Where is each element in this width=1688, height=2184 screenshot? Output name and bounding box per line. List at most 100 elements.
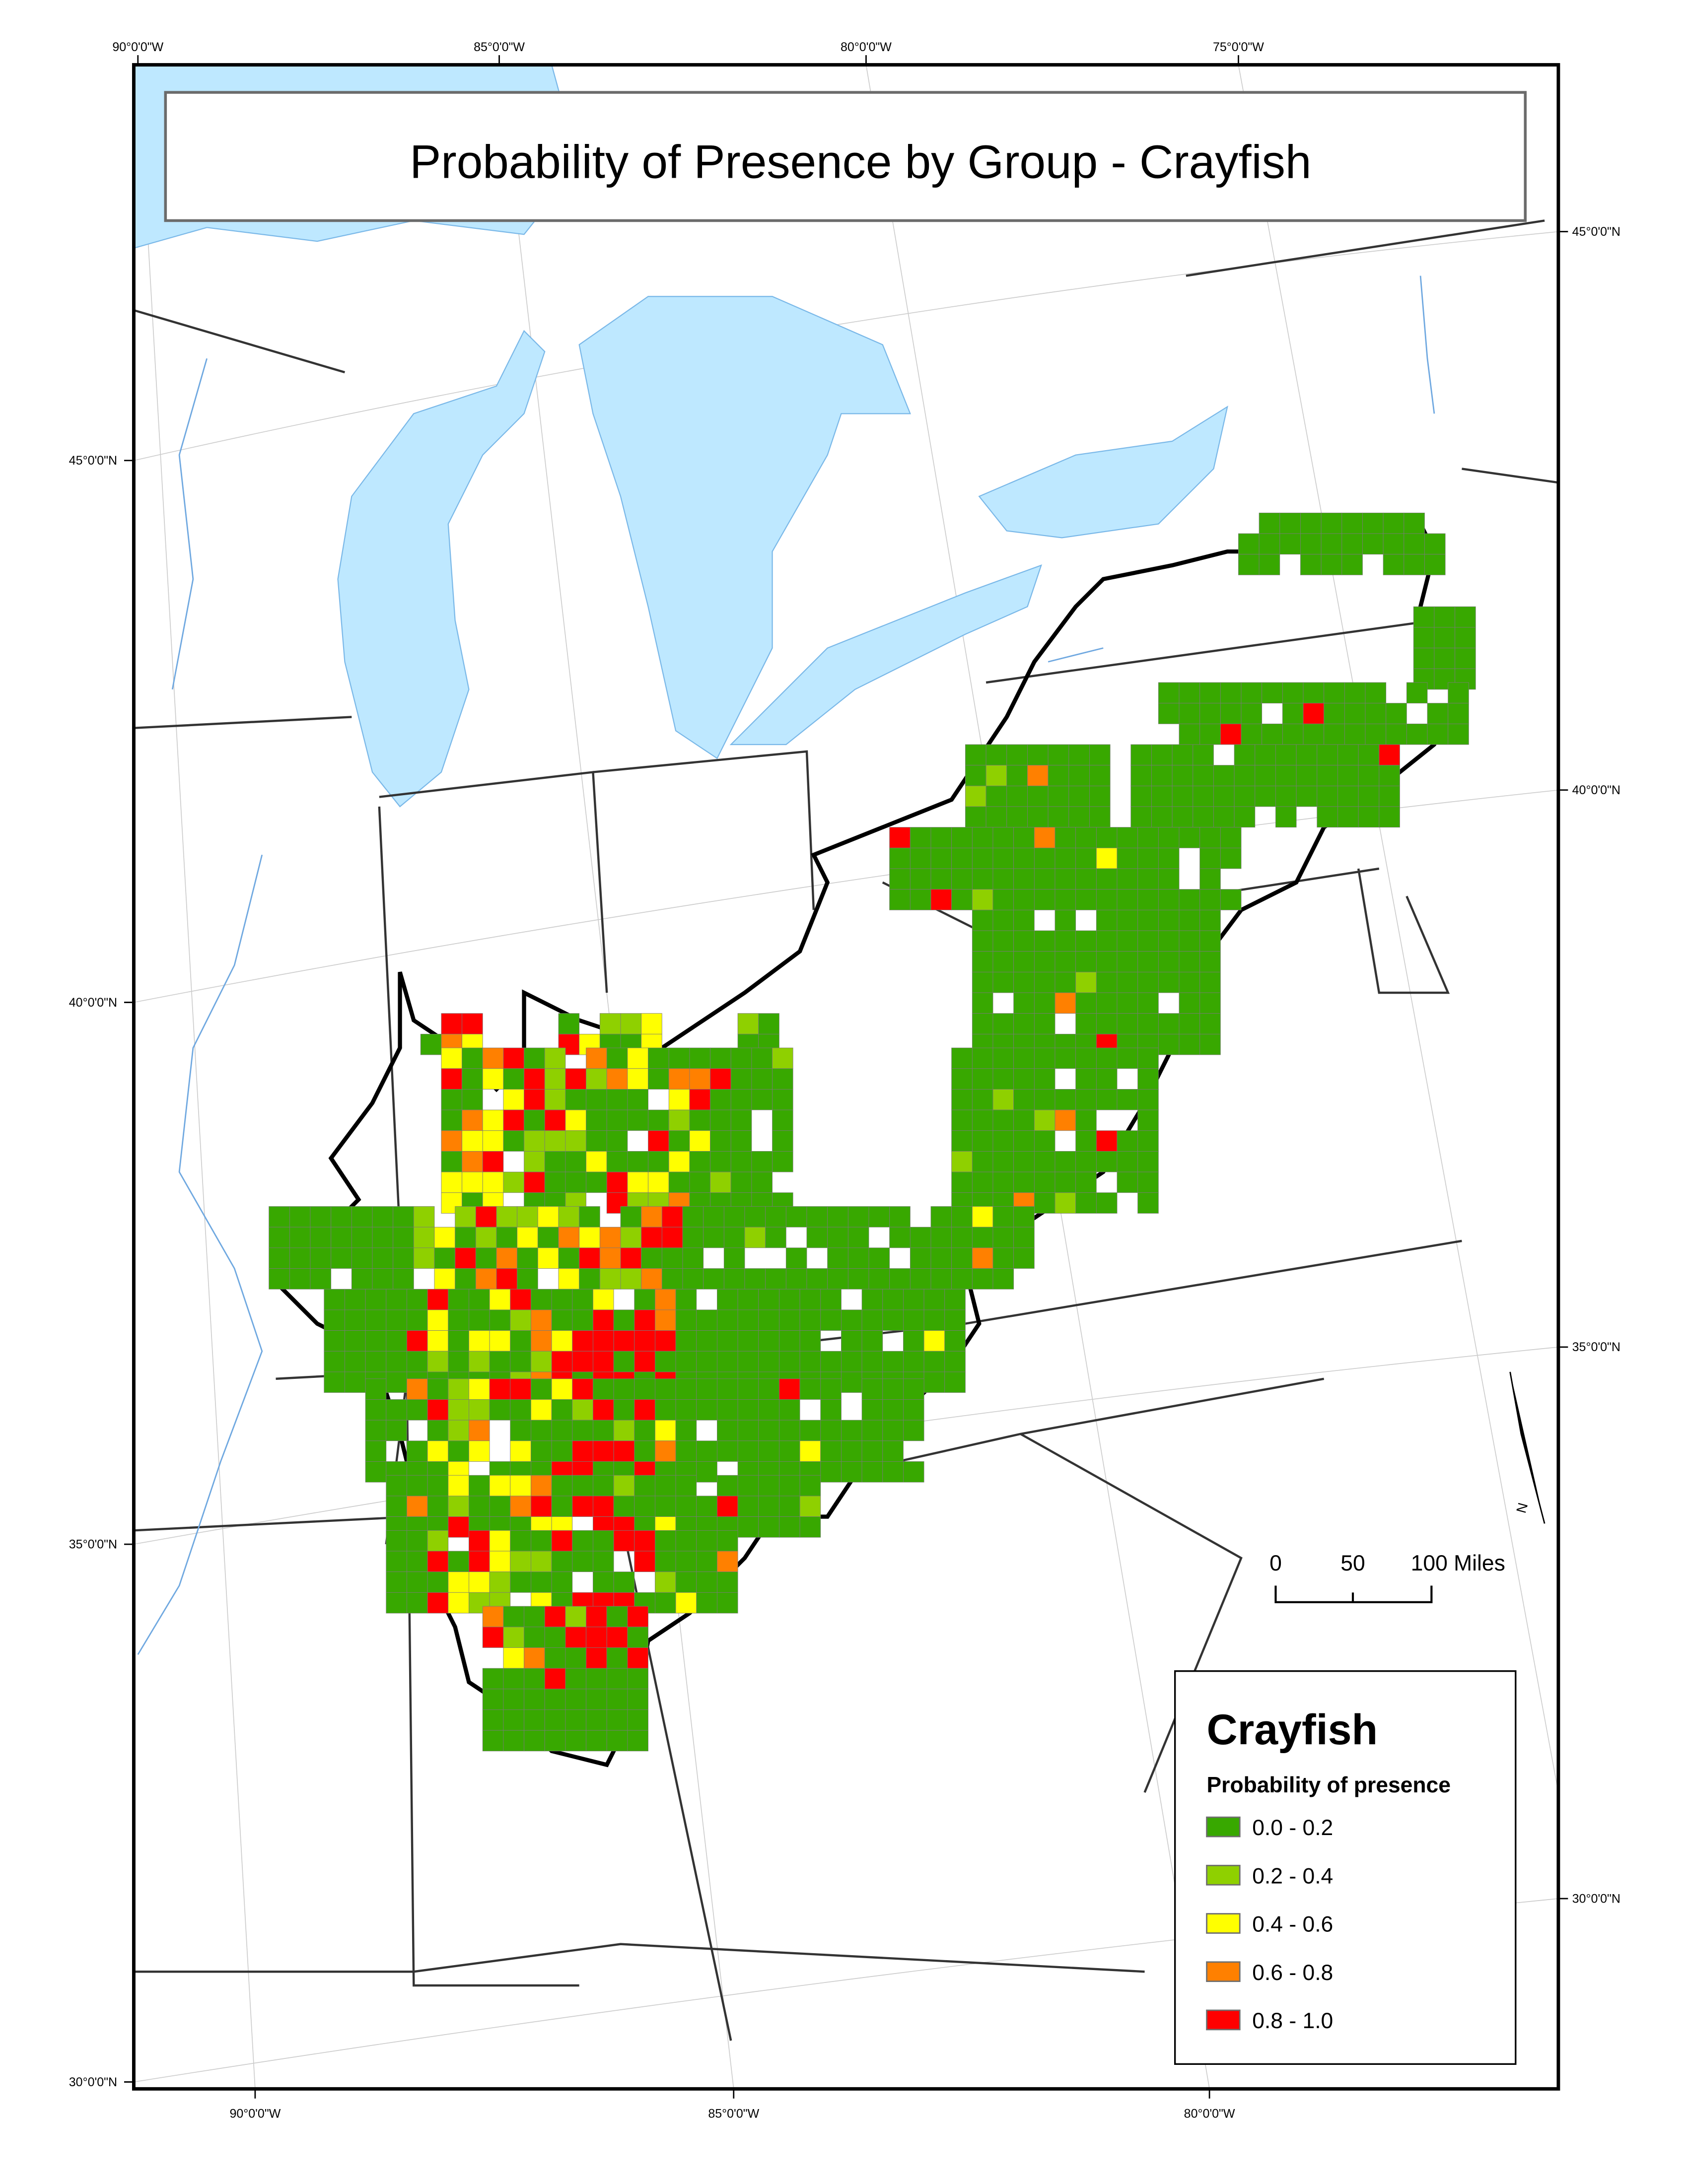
- raster-cell: [558, 1268, 580, 1290]
- raster-cell: [1096, 1013, 1118, 1034]
- raster-cell: [1300, 554, 1322, 575]
- raster-cell: [710, 1047, 731, 1069]
- raster-cell: [634, 1289, 655, 1310]
- raster-cell: [544, 1151, 566, 1172]
- raster-cell: [737, 1330, 759, 1352]
- raster-cell: [503, 1668, 524, 1690]
- raster-cell: [889, 1227, 911, 1248]
- raster-cell: [772, 1151, 793, 1172]
- raster-cell: [634, 1440, 655, 1462]
- raster-cell: [469, 1440, 490, 1462]
- raster-cell: [1383, 554, 1405, 575]
- raster-cell: [1413, 627, 1435, 648]
- raster-cell: [1413, 648, 1435, 669]
- raster-cell: [510, 1351, 531, 1372]
- raster-cell: [310, 1268, 332, 1290]
- raster-cell: [1013, 847, 1035, 869]
- raster-cell: [572, 1551, 593, 1572]
- raster-cell: [544, 1647, 566, 1669]
- raster-cell: [1096, 889, 1118, 910]
- raster-cell: [372, 1247, 394, 1269]
- raster-cell: [944, 1351, 966, 1372]
- raster-cell: [531, 1551, 552, 1572]
- raster-cell: [1055, 971, 1076, 993]
- raster-cell: [613, 1530, 635, 1552]
- raster-cell: [1013, 1171, 1035, 1193]
- lat-label: 40°0'0"N: [1572, 783, 1620, 797]
- raster-cell: [951, 1151, 973, 1172]
- raster-cell: [910, 827, 931, 848]
- raster-cell: [951, 1227, 973, 1248]
- raster-cell: [944, 1289, 966, 1310]
- raster-cell: [1013, 1130, 1035, 1152]
- raster-cell: [951, 847, 973, 869]
- raster-cell: [634, 1399, 655, 1421]
- raster-cell: [723, 1268, 745, 1290]
- raster-cell: [1424, 533, 1446, 555]
- raster-cell: [586, 1647, 607, 1669]
- raster-cell: [606, 1730, 628, 1752]
- raster-cell: [407, 1309, 428, 1331]
- raster-cell: [462, 1068, 483, 1090]
- raster-cell: [407, 1551, 428, 1572]
- raster-cell: [606, 1171, 628, 1193]
- raster-cell: [668, 1130, 690, 1152]
- raster-cell: [558, 1247, 580, 1269]
- raster-cell: [1199, 951, 1221, 972]
- raster-cell: [1262, 723, 1283, 745]
- raster-cell: [972, 951, 993, 972]
- raster-cell: [586, 1606, 607, 1628]
- raster-cell: [1158, 868, 1180, 890]
- raster-cell: [1179, 992, 1200, 1014]
- raster-cell: [772, 1089, 793, 1110]
- raster-cell: [345, 1309, 366, 1331]
- raster-cell: [1193, 744, 1214, 766]
- raster-cell: [448, 1496, 469, 1517]
- raster-cell: [1255, 785, 1276, 807]
- raster-cell: [1096, 930, 1118, 952]
- raster-cell: [531, 1351, 552, 1372]
- raster-cell: [634, 1378, 655, 1400]
- raster-cell: [510, 1571, 531, 1593]
- raster-cell: [841, 1309, 862, 1331]
- raster-cell: [1013, 1068, 1035, 1090]
- raster-cell: [992, 1227, 1014, 1248]
- raster-cell: [903, 1351, 924, 1372]
- raster-cell: [407, 1571, 428, 1593]
- raster-cell: [1055, 868, 1076, 890]
- raster-cell: [551, 1378, 573, 1400]
- raster-cell: [524, 1668, 545, 1690]
- raster-cell: [641, 1247, 662, 1269]
- raster-cell: [469, 1420, 490, 1441]
- raster-cell: [544, 1109, 566, 1131]
- raster-cell: [386, 1496, 407, 1517]
- raster-cell: [448, 1551, 469, 1572]
- raster-cell: [593, 1496, 614, 1517]
- raster-cell: [551, 1551, 573, 1572]
- raster-cell: [1096, 971, 1118, 993]
- raster-cell: [1158, 1013, 1180, 1034]
- raster-cell: [427, 1475, 449, 1497]
- scale-bar: 0 50 100 Miles: [1269, 1551, 1505, 1603]
- raster-cell: [758, 1013, 779, 1034]
- raster-cell: [372, 1227, 394, 1248]
- raster-cell: [586, 1689, 607, 1710]
- raster-cell: [551, 1475, 573, 1497]
- raster-cell: [730, 1047, 752, 1069]
- raster-cell: [524, 1647, 545, 1669]
- raster-cell: [1075, 1047, 1097, 1069]
- raster-cell: [985, 785, 1007, 807]
- raster-cell: [737, 1399, 759, 1421]
- raster-cell: [861, 1440, 883, 1462]
- raster-cell: [503, 1627, 524, 1648]
- raster-cell: [1337, 785, 1359, 807]
- raster-cell: [462, 1130, 483, 1152]
- raster-cell: [469, 1399, 490, 1421]
- raster-cell: [1096, 909, 1118, 931]
- raster-cell: [923, 1289, 945, 1310]
- raster-cell: [744, 1227, 766, 1248]
- raster-cell: [1179, 1033, 1200, 1055]
- raster-cell: [655, 1289, 676, 1310]
- raster-cell: [586, 1627, 607, 1648]
- raster-cell: [717, 1378, 738, 1400]
